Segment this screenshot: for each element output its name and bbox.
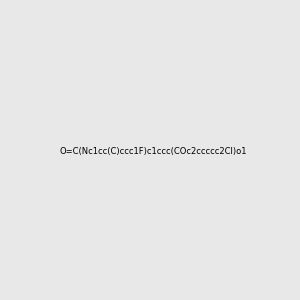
Text: O=C(Nc1cc(C)ccc1F)c1ccc(COc2ccccc2Cl)o1: O=C(Nc1cc(C)ccc1F)c1ccc(COc2ccccc2Cl)o1 bbox=[60, 147, 248, 156]
